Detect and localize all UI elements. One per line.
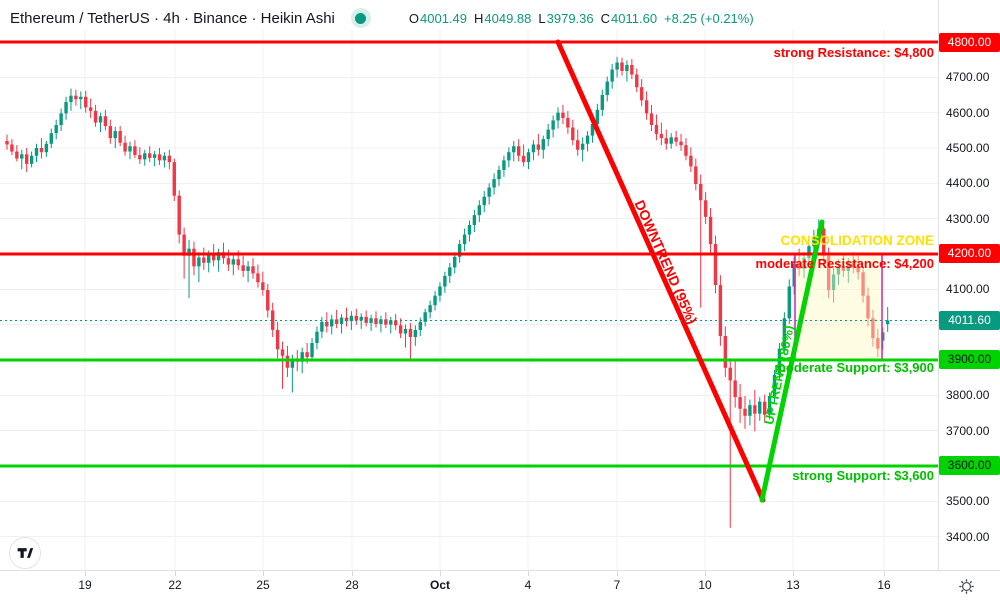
candles-layer [5,56,890,528]
time-tick-10: 10 [698,578,712,592]
price-tick-4300: 4300.00 [946,211,990,226]
price-tick-3500: 3500.00 [946,494,990,509]
price-tick-4500: 4500.00 [946,140,990,155]
time-tick-mark [352,571,353,576]
price-badge-4011.60: 4011.60 [939,311,1000,331]
time-tick-7: 7 [613,578,621,592]
price-badge-4800.00: 4800.00 [939,32,1000,52]
ohlc-values: O 4001.49 H 4049.88 L 3979.36 C 4011.60 +8.2… [409,11,754,26]
change-value: +8.25 (+0.21%) [664,10,754,26]
price-tick-4700: 4700.00 [946,70,990,85]
time-tick-28: 28 [345,578,359,592]
time-tick-mark [884,571,885,576]
price-badge-3900.00: 3900.00 [939,350,1000,370]
strong-resistance-label[interactable]: strong Resistance: $4,800 [773,45,934,60]
open-label: O [408,10,419,26]
time-tick-mark [440,571,441,576]
price-axis[interactable]: 4700.00 4600.00 4500.00 4400.00 4300.00 4100.… [938,0,1000,570]
open-value: 4001.49 [420,10,467,26]
time-tick-16: 16 [877,578,891,592]
time-tick-19: 19 [78,578,92,592]
symbol-title[interactable]: Ethereum / TetherUS · 4h · Binance · Hei… [10,9,335,27]
gear-icon-glyph [958,578,974,594]
time-tick-mark [85,571,86,576]
price-tick-3800: 3800.00 [946,388,990,403]
consolidation-zone-label[interactable]: CONSOLIDATION ZONE [780,233,935,248]
price-tick-4100: 4100.00 [946,282,990,297]
strong-support-label[interactable]: strong Support: $3,600 [792,468,934,483]
status-dot-icon [355,12,367,24]
series-status-icon[interactable] [350,8,371,28]
time-tick-mark [175,571,176,576]
moderate-support-label[interactable]: moderate Support: $3,900 [774,360,934,375]
low-label: L [538,10,546,26]
time-axis[interactable]: 19 22 25 28 Oct 4 7 10 13 16 [0,570,1000,600]
time-tick-mark [793,571,794,576]
time-tick-4: 4 [524,578,532,592]
high-label: H [474,10,484,26]
moderate-resistance-label[interactable]: moderate Resistance: $4,200 [755,256,934,271]
high-value: 4049.88 [484,10,532,26]
price-tick-4600: 4600.00 [946,105,990,120]
time-tick-Oct: Oct [429,578,451,592]
time-tick-mark [263,571,264,576]
tradingview-logo[interactable] [9,537,41,569]
close-value: 4011.60 [611,10,658,26]
time-tick-25: 25 [256,578,270,592]
gear-icon[interactable] [954,574,978,598]
time-tick-13: 13 [786,578,800,592]
time-tick-22: 22 [168,578,182,592]
tradingview-logo-icon [17,548,34,558]
time-tick-mark [617,571,618,576]
price-tick-3700: 3700.00 [946,423,990,438]
price-badge-4200.00: 4200.00 [939,244,1000,264]
support-resistance-lines[interactable] [0,40,938,468]
close-label: C [600,10,611,26]
price-tick-4400: 4400.00 [946,176,990,191]
time-tick-mark [705,571,706,576]
low-value: 3979.36 [546,10,594,26]
time-tick-mark [528,571,529,576]
price-tick-3400: 3400.00 [946,529,990,544]
trendlines-layer[interactable] [555,39,825,503]
price-badge-3600.00: 3600.00 [939,456,1000,476]
gridlines-layer [0,30,938,570]
chart-legend: Ethereum / TetherUS · 4h · Binance · Hei… [10,8,754,28]
